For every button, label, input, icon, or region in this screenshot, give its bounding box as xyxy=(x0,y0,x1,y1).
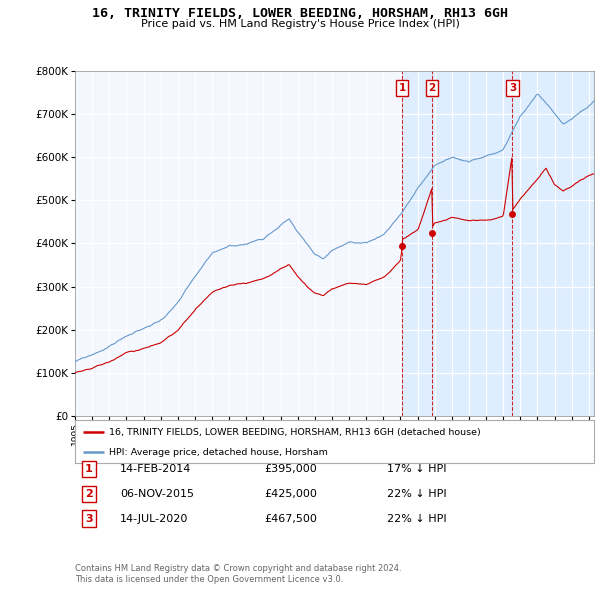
Text: 14-FEB-2014: 14-FEB-2014 xyxy=(120,464,191,474)
Text: £467,500: £467,500 xyxy=(264,514,317,523)
Text: £425,000: £425,000 xyxy=(264,489,317,499)
Text: 2: 2 xyxy=(428,83,436,93)
Text: Price paid vs. HM Land Registry's House Price Index (HPI): Price paid vs. HM Land Registry's House … xyxy=(140,19,460,30)
Text: 3: 3 xyxy=(509,83,516,93)
Text: 17% ↓ HPI: 17% ↓ HPI xyxy=(387,464,446,474)
Text: This data is licensed under the Open Government Licence v3.0.: This data is licensed under the Open Gov… xyxy=(75,575,343,584)
Text: 14-JUL-2020: 14-JUL-2020 xyxy=(120,514,188,523)
Text: £395,000: £395,000 xyxy=(264,464,317,474)
Text: 22% ↓ HPI: 22% ↓ HPI xyxy=(387,489,446,499)
Text: 16, TRINITY FIELDS, LOWER BEEDING, HORSHAM, RH13 6GH (detached house): 16, TRINITY FIELDS, LOWER BEEDING, HORSH… xyxy=(109,428,481,437)
Text: HPI: Average price, detached house, Horsham: HPI: Average price, detached house, Hors… xyxy=(109,448,328,457)
Text: 1: 1 xyxy=(85,464,92,474)
Text: Contains HM Land Registry data © Crown copyright and database right 2024.: Contains HM Land Registry data © Crown c… xyxy=(75,565,401,573)
Bar xyxy=(402,71,594,416)
Text: 2: 2 xyxy=(85,489,92,499)
Text: 16, TRINITY FIELDS, LOWER BEEDING, HORSHAM, RH13 6GH: 16, TRINITY FIELDS, LOWER BEEDING, HORSH… xyxy=(92,7,508,20)
Text: 06-NOV-2015: 06-NOV-2015 xyxy=(120,489,194,499)
Text: 3: 3 xyxy=(85,514,92,523)
Text: 22% ↓ HPI: 22% ↓ HPI xyxy=(387,514,446,523)
Text: 1: 1 xyxy=(398,83,406,93)
